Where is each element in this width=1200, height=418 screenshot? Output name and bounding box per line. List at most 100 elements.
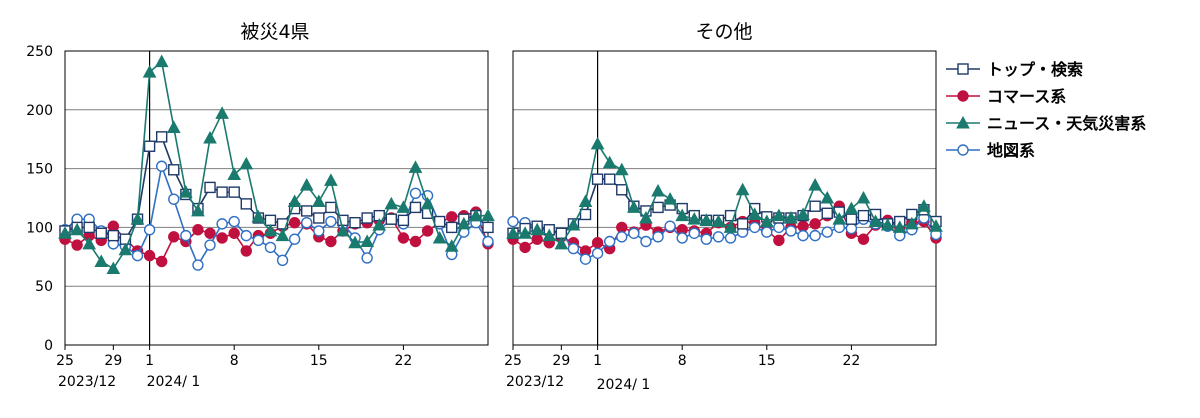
x-tick-label: 15 — [310, 353, 328, 369]
series-line — [64, 135, 489, 241]
data-point — [482, 235, 494, 248]
data-point — [106, 261, 121, 275]
data-point — [845, 222, 858, 235]
y-tick-label: 100 — [26, 220, 53, 236]
data-point — [507, 215, 519, 228]
data-point — [519, 241, 531, 254]
data-point — [154, 54, 169, 68]
data-point — [749, 221, 761, 234]
data-point — [204, 227, 216, 239]
data-point — [700, 233, 713, 245]
data-point — [856, 190, 871, 204]
data-point — [143, 249, 156, 262]
data-point — [724, 232, 737, 244]
data-point — [651, 183, 665, 197]
data-point — [384, 196, 399, 210]
legend-item-3: ニュース・天気災害系 — [946, 114, 1146, 133]
data-point — [578, 194, 593, 208]
data-point — [904, 216, 919, 230]
data-point — [566, 218, 581, 231]
data-point — [640, 235, 652, 248]
data-point — [857, 233, 870, 245]
data-point — [663, 192, 677, 205]
data-point — [821, 207, 833, 219]
data-point — [639, 210, 653, 224]
data-point — [857, 209, 870, 222]
data-point — [215, 106, 229, 119]
data-point — [917, 199, 931, 212]
data-point — [192, 259, 204, 271]
data-point — [652, 201, 664, 214]
legend-item-2: コマース系 — [946, 87, 1066, 106]
data-point — [688, 227, 700, 239]
data-point — [591, 173, 604, 185]
series-3 — [506, 136, 943, 250]
legend-label: コマース系 — [987, 87, 1066, 106]
data-point — [433, 215, 446, 228]
data-point — [228, 215, 240, 228]
data-point — [711, 214, 726, 228]
data-point — [892, 220, 907, 233]
legend-marker — [956, 115, 970, 129]
data-point — [216, 218, 228, 230]
data-point — [191, 203, 205, 217]
data-point — [107, 220, 120, 232]
data-point — [676, 232, 688, 244]
data-point — [94, 254, 109, 268]
data-point — [929, 219, 943, 232]
data-point — [372, 218, 387, 231]
data-point — [421, 225, 434, 237]
data-point — [216, 186, 228, 198]
data-point — [456, 216, 471, 230]
x-tick-label: 1 — [145, 353, 154, 369]
data-point — [288, 233, 301, 245]
data-point — [723, 220, 738, 233]
data-point — [155, 160, 168, 172]
data-point — [446, 221, 458, 234]
y-tick-label: 150 — [26, 162, 53, 178]
x-tick-label: 22 — [394, 353, 412, 369]
data-point — [591, 236, 604, 249]
data-point — [301, 205, 313, 217]
data-point — [361, 212, 373, 224]
data-point — [616, 221, 628, 234]
data-point — [808, 178, 822, 191]
data-point — [313, 225, 325, 237]
data-point — [239, 156, 254, 170]
data-point — [785, 225, 797, 237]
data-point — [143, 224, 156, 236]
data-point — [168, 231, 180, 243]
data-point — [542, 228, 557, 242]
y-tick-label: 0 — [44, 338, 53, 354]
data-point — [809, 218, 821, 230]
x-tick-label: 29 — [552, 353, 570, 369]
data-point — [301, 216, 313, 229]
data-point — [107, 229, 120, 242]
data-point — [868, 214, 883, 228]
data-point — [687, 212, 702, 225]
data-point — [385, 213, 398, 225]
data-point — [70, 222, 84, 236]
data-point — [797, 220, 809, 232]
x-tick-label: 8 — [678, 353, 687, 369]
data-point — [469, 208, 483, 222]
data-point — [796, 207, 810, 220]
data-point — [712, 231, 725, 243]
data-point — [349, 216, 361, 229]
data-point — [567, 242, 580, 255]
data-point — [325, 201, 337, 214]
data-point — [168, 164, 180, 176]
data-point — [264, 241, 277, 254]
data-point — [361, 252, 373, 264]
legend-marker — [957, 90, 969, 102]
legend-marker — [957, 63, 969, 75]
data-point — [809, 229, 821, 242]
data-point — [287, 194, 302, 208]
data-point — [204, 239, 216, 251]
data-point — [664, 220, 676, 232]
data-point — [118, 242, 133, 256]
data-point — [240, 245, 252, 257]
data-point — [880, 218, 895, 231]
legend-label: トップ・検索 — [987, 60, 1083, 79]
